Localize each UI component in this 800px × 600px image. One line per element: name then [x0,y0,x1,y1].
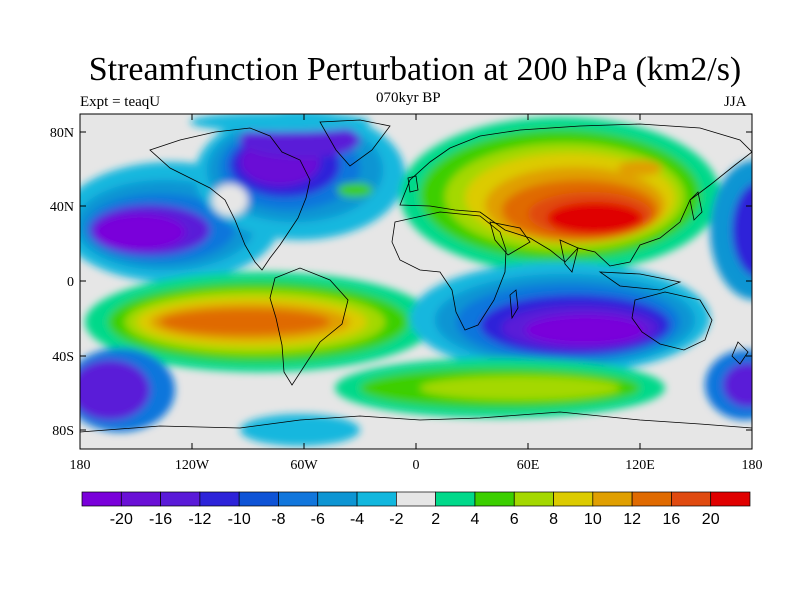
longitude-tick-label: 120W [175,458,210,473]
colorbar-label: 4 [470,511,479,528]
period-label: 070kyr BP [376,90,441,106]
colorbar-box [592,491,633,507]
colorbar-label: 12 [623,511,641,528]
colorbar-label: -4 [350,511,364,528]
colorbar-label: 20 [702,511,720,528]
latitude-axis: 80N 40N 0 40S 80S [50,126,752,439]
colorbar-box [513,491,554,507]
colorbar-label: -12 [188,511,211,528]
colorbar-box [553,491,594,507]
plot-title: Streamfunction Perturbation at 200 hPa (… [88,51,742,88]
colorbar-box [435,491,476,507]
colorbar-box [356,491,397,507]
colorbar-box [238,491,279,507]
colorbar-box [81,491,122,507]
colorbar-box [710,491,751,507]
longitude-axis: 180 120W 60W 0 60E 120E 180 [70,114,763,473]
latitude-tick-label: 40N [50,200,74,215]
colorbar-label: 16 [663,511,681,528]
longitude-tick-label: 180 [70,458,91,473]
colorbar-box [671,491,712,507]
coastlines [80,119,752,433]
colorbar-box [474,491,515,507]
colorbar-label: 8 [549,511,558,528]
colorbar-label: -8 [271,511,285,528]
longitude-tick-label: 120E [625,458,655,473]
latitude-tick-label: 80N [50,126,74,141]
longitude-tick-label: 180 [742,458,763,473]
latitude-tick-label: 80S [52,424,74,439]
latitude-tick-label: 0 [67,275,74,290]
colorbar-box [120,491,161,507]
longitude-tick-label: 60W [290,458,318,473]
colorbar-box [199,491,240,507]
colorbar-label: -6 [311,511,325,528]
streamfunction-field [80,114,752,449]
colorbar-box [317,491,358,507]
colorbar-box [396,491,436,507]
longitude-tick-label: 0 [413,458,420,473]
colorbar-label: 10 [584,511,602,528]
colorbar-box [160,491,201,507]
colorbar-label: -20 [110,511,133,528]
longitude-tick-label: 60E [517,458,540,473]
colorbar-label: 6 [510,511,519,528]
latitude-tick-label: 40S [52,350,74,365]
colorbar-label: -2 [389,511,403,528]
colorbar: -20 -16 -12 -10 -8 -6 -4 -2 2 4 6 8 10 12 16 20 [81,491,751,528]
colorbar-box [631,491,672,507]
colorbar-label: -16 [149,511,172,528]
colorbar-label: 2 [431,511,440,528]
experiment-label: Expt = teaqU [80,94,161,110]
season-label: JJA [724,94,747,110]
colorbar-label: -10 [228,511,251,528]
colorbar-box [278,491,319,507]
